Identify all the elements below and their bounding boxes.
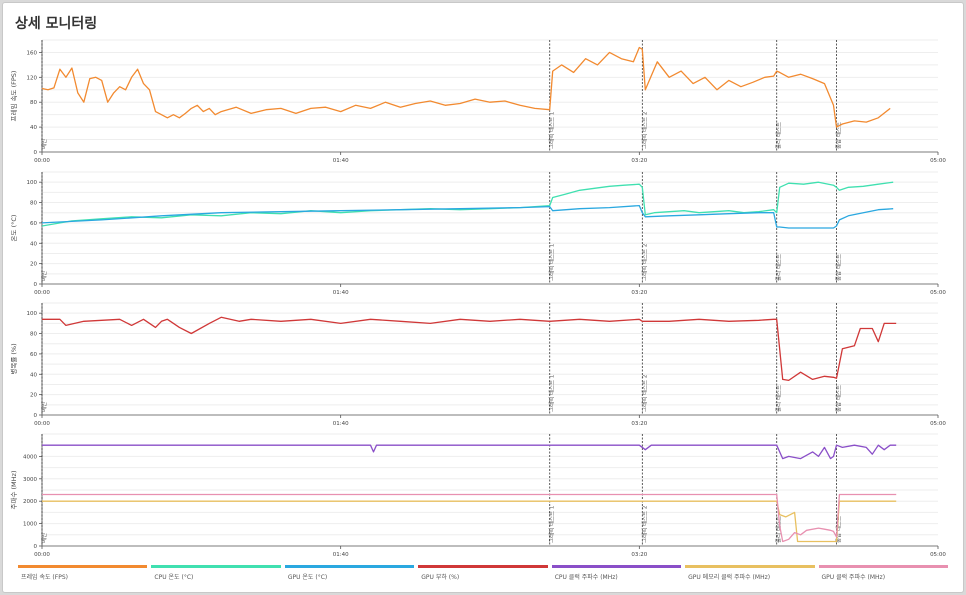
event-label: 물리 테스트 [775,122,783,149]
event-label: 그래픽 테스트 2 [640,112,648,149]
legend-label: GPU 메모리 클럭 주파수 (MHz) [688,574,771,581]
y-tick-label: 40 [30,372,37,378]
legend-label: GPU 클럭 주파수 (MHz) [821,574,886,581]
x-tick-label: 01:40 [333,290,349,296]
event-label: 그래픽 테스트 1 [548,112,556,149]
chart-3: 0 20 40 60 80 100 00:00 01:40 03:20 05:00 병목률 (%) 메… [9,302,946,427]
legend-color-bar [418,565,548,568]
legend-item[interactable]: GPU 온도 (°C) [284,565,415,585]
y-tick-label: 80 [30,100,37,106]
y-tick-label: 20 [30,262,37,268]
x-tick-label: 00:00 [34,421,50,427]
legend-label: CPU 클럭 주파수 (MHz) [554,574,618,581]
y-tick-label: 0 [34,150,38,156]
y-tick-label: 2000 [23,499,37,505]
legend-item[interactable]: CPU 클럭 주파수 (MHz) [551,565,682,585]
y-tick-label: 0 [34,282,38,288]
event-label: 물리 테스트 [775,516,783,543]
y-axis-label: 병목률 (%) [9,343,18,374]
legend-color-bar [818,565,948,568]
legend-label: GPU 온도 (°C) [287,574,328,581]
y-tick-label: 100 [27,180,38,186]
event-label: 통합 테스트 [834,122,842,149]
x-tick-label: 05:00 [930,158,946,164]
page-title: 상세 모니터링 [15,16,98,32]
y-tick-label: 80 [30,201,37,207]
y-axis-label: 프레임 속도 (FPS) [9,71,18,122]
chart-4: 0 1000 2000 3000 4000 00:00 01:40 03:20 05:00 주파수… [9,433,946,558]
series-line [41,46,891,128]
event-label: 메인 [40,533,48,543]
x-tick-label: 01:40 [333,421,349,427]
y-tick-label: 120 [27,75,38,81]
x-tick-label: 03:20 [631,290,647,296]
series-line [42,444,897,460]
x-tick-label: 05:00 [930,290,946,296]
legend-color-bar [18,565,148,568]
legend-color-bar [685,565,815,568]
event-label: 그래픽 테스트 1 [548,244,556,281]
event-label: 메인 [40,402,48,412]
legend-item[interactable]: GPU 메모리 클럭 주파수 (MHz) [685,565,815,585]
legend-item[interactable]: CPU 온도 (°C) [151,565,281,585]
x-tick-label: 01:40 [333,552,349,558]
legend: 프레임 속도 (FPS) CPU 온도 (°C) GPU 온도 (°C) GPU 부하… [18,565,948,585]
event-label: 물리 테스트 [775,254,783,281]
legend-color-bar [551,565,682,568]
x-tick-label: 03:20 [631,552,647,558]
legend-color-bar [151,565,281,568]
y-tick-label: 80 [30,332,37,338]
x-tick-label: 00:00 [34,158,50,164]
y-tick-label: 0 [34,413,38,419]
y-tick-label: 3000 [23,477,37,483]
y-tick-label: 160 [27,50,38,56]
series-line [42,316,897,382]
x-tick-label: 03:20 [631,421,647,427]
y-tick-label: 100 [27,311,38,317]
y-tick-label: 4000 [23,454,37,460]
event-label: 물리 테스트 [775,385,783,412]
event-label: 통합 테스트 [834,516,842,543]
legend-label: 프레임 속도 (FPS) [21,574,68,581]
y-tick-label: 60 [30,221,37,227]
y-tick-label: 1000 [23,522,37,528]
x-tick-label: 05:00 [930,421,946,427]
x-tick-label: 05:00 [930,552,946,558]
series-line [42,500,897,543]
y-tick-label: 40 [30,125,37,131]
event-label: 그래픽 테스트 2 [640,506,648,543]
event-label: 메인 [40,271,48,281]
series-line [42,493,897,543]
y-tick-label: 40 [30,241,37,247]
event-label: 통합 테스트 [834,385,842,412]
event-label: 그래픽 테스트 2 [640,375,648,412]
event-label: 메인 [40,139,48,149]
chart-2: 0 20 40 60 80 100 00:00 01:40 03:20 05:00 온도 (°C) 메… [10,171,946,296]
legend-item[interactable]: GPU 부하 (%) [418,565,548,585]
series-line [41,204,894,229]
legend-item[interactable]: GPU 클럭 주파수 (MHz) [818,565,948,585]
y-tick-label: 60 [30,352,37,358]
event-label: 그래픽 테스트 1 [548,506,556,543]
legend-label: CPU 온도 (°C) [154,574,194,581]
y-tick-label: 0 [34,544,38,550]
y-tick-label: 20 [30,393,37,399]
y-axis-label: 온도 (°C) [10,215,18,242]
x-tick-label: 01:40 [333,158,349,164]
event-label: 그래픽 테스트 1 [548,375,556,412]
legend-item[interactable]: 프레임 속도 (FPS) [18,565,148,585]
event-label: 그래픽 테스트 2 [640,244,648,281]
legend-label: GPU 부하 (%) [421,574,460,581]
x-tick-label: 00:00 [34,552,50,558]
series-line [41,181,894,227]
x-tick-label: 03:20 [631,158,647,164]
event-label: 통합 테스트 [834,254,842,281]
y-axis-label: 주파수 (MHz) [9,471,18,510]
chart-1: 0 40 80 120 160 00:00 01:40 03:20 05:00 프레임 속도 (F… [9,39,946,164]
x-tick-label: 00:00 [34,290,50,296]
legend-color-bar [284,565,415,568]
